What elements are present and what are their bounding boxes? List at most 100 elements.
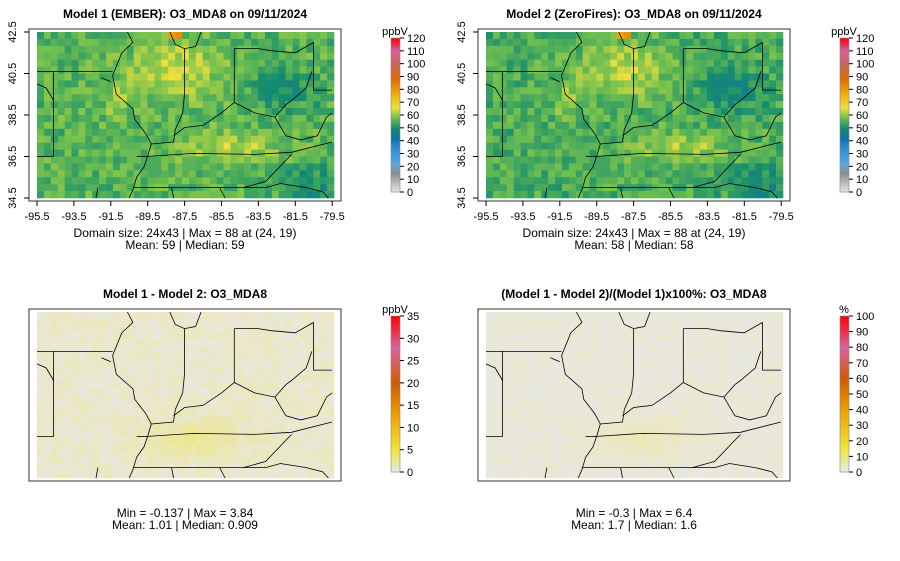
grid-cell: [43, 59, 52, 67]
grid-cell: [568, 80, 577, 88]
grid-cell: [285, 32, 293, 40]
grid-cell: [527, 415, 535, 423]
grid-cell: [216, 471, 224, 479]
grid-cell: [271, 443, 280, 451]
grid-cell: [555, 135, 563, 143]
grid-cell: [513, 312, 521, 320]
grid-cell: [555, 87, 563, 95]
grid-cell: [686, 94, 694, 102]
grid-cell: [575, 52, 583, 60]
grid-cell: [292, 408, 300, 417]
grid-cell: [568, 184, 577, 192]
grid-cell: [541, 332, 549, 340]
grid-cell: [707, 436, 715, 444]
grid-cell: [707, 121, 715, 130]
grid-cell: [306, 471, 314, 479]
grid-cell: [658, 142, 666, 150]
colorbar-swatch: [391, 53, 400, 57]
grid-cell: [534, 163, 542, 171]
grid-cell: [119, 73, 128, 81]
grid-cell: [161, 401, 169, 410]
state-boundary-line: [112, 311, 152, 479]
grid-cell: [161, 38, 169, 47]
grid-cell: [624, 149, 632, 157]
grid-cell: [99, 101, 107, 109]
grid-cell: [271, 45, 280, 54]
grid-cell: [258, 101, 266, 109]
grid-cell: [617, 32, 625, 40]
colorbar-swatch: [391, 407, 400, 410]
grid-cell: [727, 388, 735, 396]
grid-cell: [251, 121, 259, 130]
grid-cell: [37, 436, 45, 444]
grid-cell: [561, 450, 570, 458]
grid-cell: [527, 149, 535, 157]
grid-cell: [631, 45, 639, 54]
grid-cell: [278, 381, 286, 389]
grid-cell: [327, 191, 335, 199]
grid-cell: [713, 163, 722, 171]
grid-cell: [700, 360, 708, 368]
grid-cell: [555, 422, 563, 430]
grid-cell: [762, 422, 770, 430]
grid-cell: [527, 443, 535, 451]
grid-cell: [776, 325, 784, 334]
grid-cell: [327, 149, 335, 157]
state-boundary-line: [600, 328, 634, 425]
grid-cell: [285, 353, 293, 361]
grid-cell: [610, 59, 618, 67]
grid-cell: [755, 177, 763, 185]
grid-cell: [78, 32, 86, 40]
grid-cell: [140, 312, 148, 320]
grid-cell: [99, 108, 107, 116]
grid-cell: [727, 443, 735, 451]
grid-cell: [506, 32, 514, 40]
grid-cell: [264, 450, 273, 458]
grid-cell: [693, 318, 701, 327]
grid-cell: [327, 318, 335, 327]
grid-cell: [769, 360, 777, 368]
grid-cell: [140, 59, 148, 67]
grid-cell: [555, 401, 563, 410]
grid-cell: [644, 73, 653, 81]
grid-cell: [741, 163, 749, 171]
grid-cell: [175, 32, 183, 40]
y-tick-label: 34.5: [456, 187, 468, 208]
grid-cell: [237, 149, 245, 157]
grid-cell: [43, 408, 52, 417]
grid-cell: [161, 59, 169, 67]
grid-cell: [161, 108, 169, 116]
grid-cell: [112, 443, 121, 451]
grid-cell: [299, 121, 307, 130]
grid-cell: [237, 429, 245, 437]
grid-cell: [596, 422, 604, 430]
grid-cell: [658, 101, 666, 109]
grid-cell: [720, 135, 729, 143]
state-boundaries: [485, 311, 782, 479]
grid-cell: [244, 443, 252, 451]
grid-cell: [713, 422, 722, 430]
grid-cell: [223, 395, 231, 403]
grid-cell: [264, 325, 273, 334]
grid-cell: [133, 135, 141, 143]
grid-cell: [71, 367, 79, 375]
grid-cell: [561, 121, 570, 130]
grid-cell: [603, 108, 611, 116]
grid-cell: [71, 73, 79, 81]
colorbar-swatch: [840, 107, 849, 111]
grid-cell: [154, 346, 162, 354]
grid-cell: [99, 128, 107, 137]
grid-cell: [43, 45, 52, 54]
grid-cell: [707, 115, 715, 123]
grid-cell: [506, 59, 514, 67]
grid-cell: [693, 73, 701, 81]
colorbar-tick-label: 10: [856, 174, 868, 186]
grid-cell: [541, 38, 549, 47]
grid-cell: [175, 325, 183, 334]
grid-cell: [71, 191, 79, 199]
grid-cell: [99, 325, 107, 334]
grid-cell: [244, 170, 252, 178]
colorbar-swatch: [391, 89, 400, 93]
grid-cell: [237, 108, 245, 116]
grid-cell: [513, 45, 521, 54]
